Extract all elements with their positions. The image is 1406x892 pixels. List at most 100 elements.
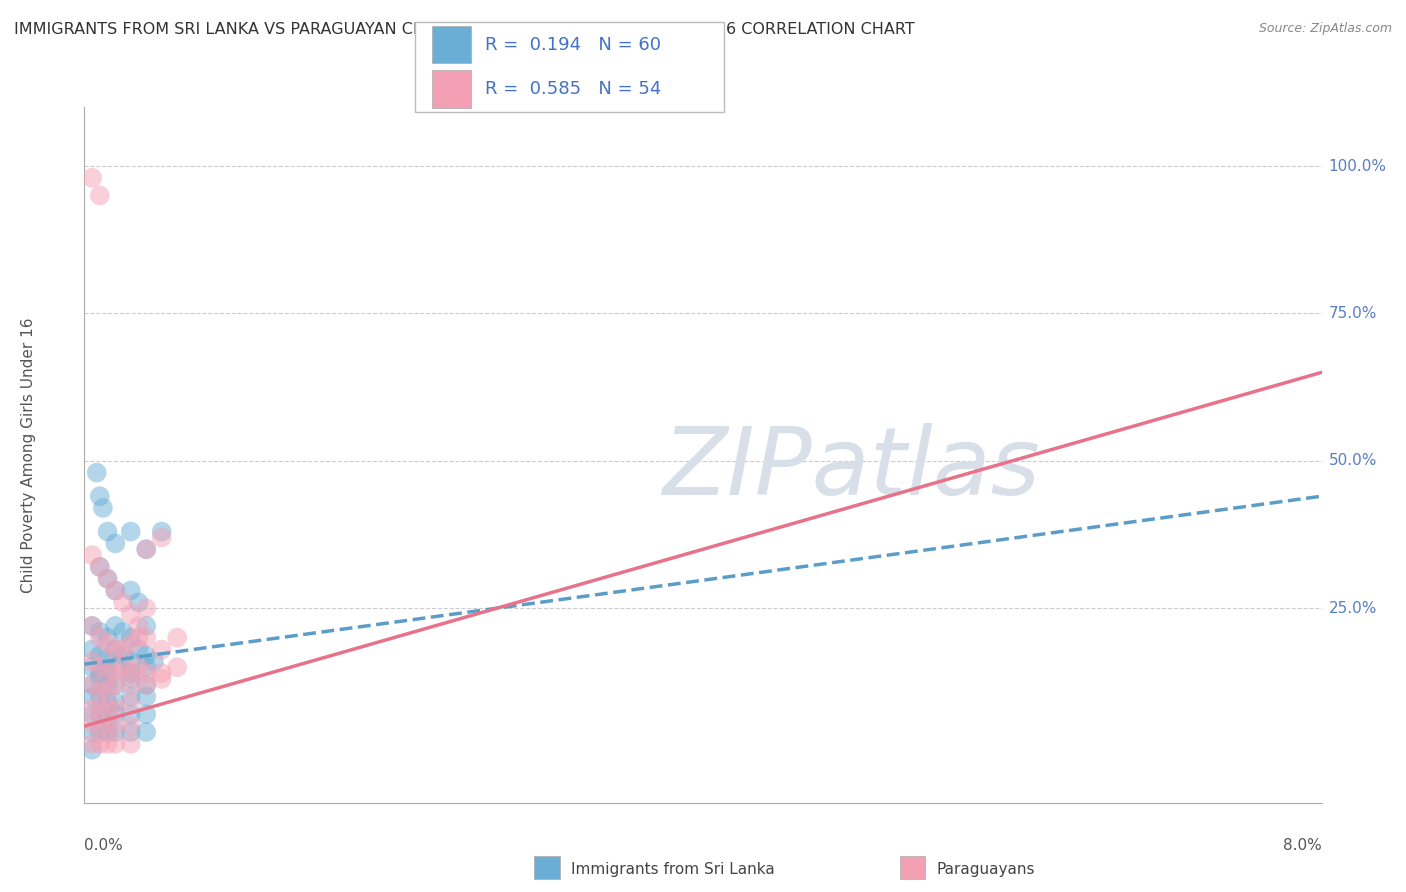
Point <box>89 489 111 503</box>
Point <box>82 642 104 657</box>
Point <box>96 737 118 751</box>
Point <box>120 737 142 751</box>
Point <box>96 696 118 710</box>
Point <box>104 666 127 681</box>
Point <box>150 642 173 657</box>
Point <box>120 690 142 704</box>
Point <box>89 719 111 733</box>
Point <box>86 466 108 480</box>
Point <box>120 654 142 668</box>
Point <box>104 719 127 733</box>
Point <box>135 678 157 692</box>
Point <box>104 678 127 692</box>
Text: R =  0.585   N = 54: R = 0.585 N = 54 <box>485 80 661 98</box>
Point <box>135 631 157 645</box>
Point <box>120 725 142 739</box>
Point <box>104 583 127 598</box>
Point <box>135 678 157 692</box>
Point <box>89 672 111 686</box>
Point <box>96 637 118 651</box>
Point <box>82 725 104 739</box>
Point <box>89 737 111 751</box>
Point <box>89 707 111 722</box>
Point <box>82 678 104 692</box>
Point <box>82 716 104 731</box>
Point <box>104 696 127 710</box>
Text: 25.0%: 25.0% <box>1329 600 1376 615</box>
Point <box>135 690 157 704</box>
Point <box>104 678 127 692</box>
Point <box>89 560 111 574</box>
Point <box>89 660 111 674</box>
Point <box>96 666 118 681</box>
Point <box>89 683 111 698</box>
Point <box>135 601 157 615</box>
Point <box>89 188 111 202</box>
Point <box>112 642 135 657</box>
Point <box>120 678 142 692</box>
Point <box>96 572 118 586</box>
Text: Child Poverty Among Girls Under 16: Child Poverty Among Girls Under 16 <box>21 318 37 592</box>
Point <box>89 648 111 663</box>
Point <box>82 619 104 633</box>
Point <box>120 707 142 722</box>
Point <box>82 701 104 715</box>
Text: Paraguayans: Paraguayans <box>936 863 1035 877</box>
Text: Immigrants from Sri Lanka: Immigrants from Sri Lanka <box>571 863 775 877</box>
Point <box>104 660 127 674</box>
Point <box>135 542 157 557</box>
Point <box>82 170 104 185</box>
Point <box>135 707 157 722</box>
Point <box>143 654 166 668</box>
Point <box>96 683 118 698</box>
Text: R =  0.194   N = 60: R = 0.194 N = 60 <box>485 36 661 54</box>
Point <box>96 572 118 586</box>
Point <box>104 707 127 722</box>
Point <box>96 678 118 692</box>
Text: 0.0%: 0.0% <box>84 838 124 854</box>
Point <box>120 607 142 621</box>
Point <box>91 500 114 515</box>
Point <box>112 595 135 609</box>
Text: 100.0%: 100.0% <box>1329 159 1386 174</box>
Point <box>120 666 142 681</box>
Point <box>135 725 157 739</box>
Text: 50.0%: 50.0% <box>1329 453 1376 468</box>
Point <box>120 719 142 733</box>
Point <box>120 631 142 645</box>
Point <box>104 536 127 550</box>
Point <box>127 631 149 645</box>
Point <box>112 624 135 639</box>
Point <box>112 660 135 674</box>
Point <box>112 648 135 663</box>
Point <box>96 663 118 677</box>
Point <box>150 531 173 545</box>
Point <box>96 725 118 739</box>
Point <box>89 701 111 715</box>
Text: Source: ZipAtlas.com: Source: ZipAtlas.com <box>1258 22 1392 36</box>
Point <box>104 737 127 751</box>
Text: 75.0%: 75.0% <box>1329 306 1376 321</box>
Point <box>166 631 188 645</box>
Point <box>120 637 142 651</box>
Point <box>120 696 142 710</box>
Point <box>150 524 173 539</box>
Point <box>120 524 142 539</box>
Text: IMMIGRANTS FROM SRI LANKA VS PARAGUAYAN CHILD POVERTY AMONG GIRLS UNDER 16 CORRE: IMMIGRANTS FROM SRI LANKA VS PARAGUAYAN … <box>14 22 915 37</box>
Point <box>89 725 111 739</box>
Point <box>104 619 127 633</box>
Point <box>135 619 157 633</box>
Point <box>82 654 104 668</box>
Point <box>82 690 104 704</box>
Point <box>120 666 142 681</box>
Point <box>135 660 157 674</box>
Point <box>89 624 111 639</box>
Point <box>89 631 111 645</box>
Point <box>96 719 118 733</box>
Point <box>104 583 127 598</box>
Text: ZIPatlas: ZIPatlas <box>662 424 1040 515</box>
Point <box>104 642 127 657</box>
Point <box>82 678 104 692</box>
Point <box>150 672 173 686</box>
Point <box>96 631 118 645</box>
